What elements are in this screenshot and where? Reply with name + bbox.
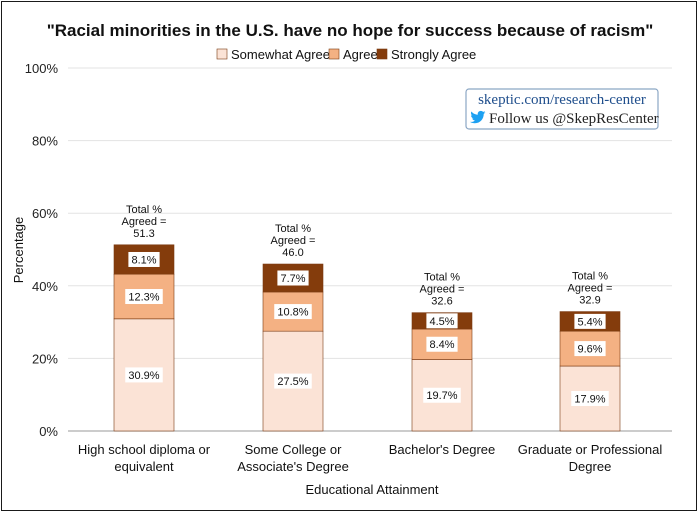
- data-label-box-0-1: [125, 289, 163, 305]
- bars: 30.9% 12.3% 8.1% Total % Agreed = 51.3 27.5% 10…: [113, 204, 621, 432]
- watermark-border: [465, 88, 659, 130]
- x-axis-title: Educational Attainment: [306, 482, 439, 497]
- follow-us-text[interactable]: Follow us @SkepResCenter: [489, 111, 659, 127]
- y-tick-label-4: 80%: [32, 134, 58, 149]
- x-tick-label-2: Bachelor's Degree: [389, 442, 496, 457]
- data-label-box-3-0: [571, 391, 609, 407]
- data-label-box-2-2: [426, 313, 458, 329]
- data-label-2-2: 4.5%: [429, 316, 454, 328]
- x-tick-label-1: Some College or Associate's Degree: [237, 442, 349, 474]
- data-label-3-1: 9.6%: [577, 344, 602, 356]
- y-tick-label-0: 0%: [39, 424, 58, 439]
- legend-swatch-1: [328, 48, 340, 60]
- bar-segment-3-1: [559, 330, 621, 367]
- watermark-box: skeptic.com/research-center Follow us @S…: [465, 88, 659, 130]
- total-label-2: Total % Agreed = 32.6: [420, 272, 465, 308]
- data-label-box-1-0: [274, 373, 312, 389]
- data-label-3-0: 17.9%: [574, 394, 605, 406]
- legend-label-1: Agree: [343, 47, 378, 62]
- data-label-0-2: 8.1%: [131, 254, 156, 266]
- twitter-bird-icon: [470, 110, 486, 124]
- total-label-1: Total % Agreed = 46.0: [271, 223, 316, 259]
- data-label-box-2-1: [426, 336, 458, 352]
- x-tick-label-0: High school diploma or equivalent: [78, 442, 211, 474]
- data-label-box-0-0: [125, 367, 163, 383]
- y-axis-title: Percentage: [11, 217, 26, 284]
- y-tick-label-2: 40%: [32, 279, 58, 294]
- legend-label-0: Somewhat Agree: [231, 47, 330, 62]
- total-label-3: Total % Agreed = 32.9: [568, 271, 613, 307]
- data-label-0-1: 12.3%: [128, 292, 159, 304]
- research-center-link[interactable]: skeptic.com/research-center: [478, 92, 646, 108]
- y-tick-label-5: 100%: [25, 61, 59, 76]
- legend-swatch-2: [376, 48, 388, 60]
- data-label-2-0: 19.7%: [426, 390, 457, 402]
- total-label-0: Total % Agreed = 51.3: [122, 204, 167, 240]
- chart-title: "Racial minorities in the U.S. have no h…: [47, 21, 654, 40]
- x-tick-label-3: Graduate or Professional Degree: [518, 442, 663, 474]
- data-label-box-1-1: [274, 304, 312, 320]
- y-tick-label-3: 60%: [32, 206, 58, 221]
- legend-label-2: Strongly Agree: [391, 47, 476, 62]
- data-label-box-3-1: [574, 341, 606, 357]
- legend: Somewhat Agree Agree Strongly Agree: [216, 47, 476, 62]
- data-label-0-0: 30.9%: [128, 370, 159, 382]
- legend-swatch-0: [216, 48, 228, 60]
- x-axis: High school diploma or equivalent Some Col…: [78, 442, 662, 474]
- data-label-1-1: 10.8%: [277, 307, 308, 319]
- data-label-1-0: 27.5%: [277, 376, 308, 388]
- data-label-3-2: 5.4%: [577, 316, 602, 328]
- data-label-box-3-2: [574, 313, 606, 329]
- data-label-box-2-0: [423, 387, 461, 403]
- data-label-1-2: 7.7%: [280, 273, 305, 285]
- data-label-box-0-2: [128, 251, 160, 267]
- data-label-2-1: 8.4%: [429, 339, 454, 351]
- data-label-box-1-2: [277, 270, 309, 286]
- y-axis: 0% 20% 40% 60% 80% 100%: [25, 61, 59, 439]
- y-tick-label-1: 20%: [32, 351, 58, 366]
